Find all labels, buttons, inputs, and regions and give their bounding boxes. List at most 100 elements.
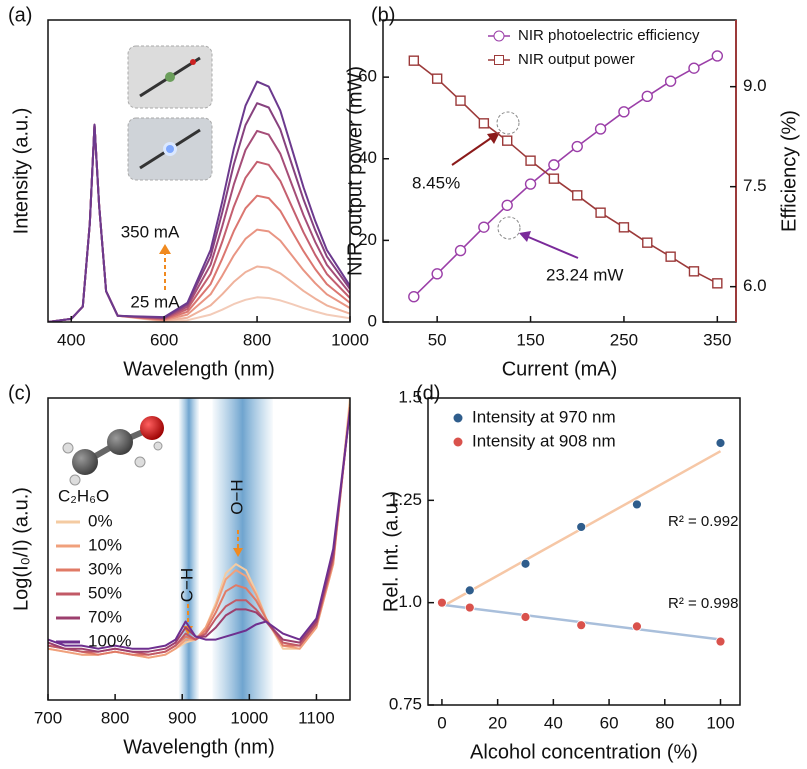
marker: [548, 159, 560, 171]
y-axis-label: NIR output power (mW): [344, 66, 366, 276]
x-tick-label: 350: [703, 330, 731, 349]
annotation: 25 mA: [130, 292, 180, 311]
point: [437, 597, 447, 608]
molecule: [62, 416, 243, 635]
point: [576, 522, 587, 532]
legend-label: 10%: [88, 535, 122, 554]
marker: [502, 135, 513, 146]
x-tick-label: 600: [150, 330, 178, 349]
y-tick-label: 1.25: [389, 490, 422, 509]
y2-tick-label: 9.0: [743, 76, 767, 95]
legend-marker: [494, 55, 504, 65]
x-tick-label: 1000: [331, 330, 369, 349]
point: [520, 558, 531, 569]
marker: [478, 221, 490, 233]
atom-h: [69, 474, 81, 486]
series-line: [48, 80, 350, 322]
x-tick-label: 1100: [298, 708, 335, 727]
marker: [642, 237, 653, 248]
highlight-band: [178, 398, 199, 700]
legend-label: 30%: [88, 559, 122, 578]
point: [715, 438, 726, 448]
legend-label: Intensity at 908 nm: [472, 431, 616, 450]
marker: [501, 199, 513, 211]
legend-label: Intensity at 970 nm: [472, 407, 616, 426]
led-lead: [190, 59, 196, 65]
x-tick-label: 150: [516, 330, 544, 349]
annotation: R² = 0.992: [668, 513, 738, 530]
plot-frame: [47, 19, 351, 323]
atom-h: [134, 456, 146, 468]
y-tick-label: 60: [358, 67, 377, 86]
marker: [431, 268, 443, 280]
highlight-circle: [496, 111, 520, 135]
annotation: R² = 0.998: [668, 595, 738, 612]
x-tick-label: 250: [610, 330, 638, 349]
y-tick-label: 40: [358, 148, 377, 167]
led-insets: [127, 45, 213, 290]
plot-frame: [427, 397, 741, 706]
marker: [618, 222, 630, 233]
marker: [548, 173, 560, 184]
point: [576, 620, 587, 631]
point: [520, 612, 531, 622]
point: [632, 499, 642, 510]
y-tick-label: 0.75: [389, 694, 422, 713]
x-tick-label: 1000: [230, 708, 268, 727]
panel-label: (d): [416, 382, 440, 404]
plot-area: [48, 80, 350, 322]
atom-o: [140, 416, 164, 440]
atom-c: [107, 429, 133, 455]
point: [464, 602, 475, 613]
marker: [665, 251, 676, 262]
marker: [712, 278, 723, 289]
background-layer: [178, 398, 273, 700]
legend-marker: [493, 30, 505, 42]
marker: [525, 155, 536, 166]
x-tick-label: 700: [34, 708, 62, 727]
plot-frame: [47, 397, 351, 701]
arrow: [451, 135, 495, 166]
x-axis-label: Wavelength (nm): [123, 358, 275, 380]
x-axis-label: Alcohol concentration (%): [470, 741, 698, 763]
legend-label: 0%: [88, 511, 113, 530]
marker: [664, 75, 677, 87]
y-axis-label: Rel. Int. (a.u.): [380, 491, 402, 612]
x-axis-label: Wavelength (nm): [123, 736, 275, 758]
point: [464, 585, 475, 596]
marker: [478, 118, 490, 129]
x-tick-label: 40: [544, 713, 563, 732]
annotation: 8.45%: [412, 173, 460, 192]
y2-axis-label: Efficiency (%): [778, 110, 800, 232]
atom-h: [153, 441, 163, 451]
series-line: [48, 409, 350, 650]
x-tick-label: 60: [600, 713, 619, 732]
x-tick-label: 0: [437, 713, 446, 732]
arrow: [525, 235, 579, 259]
legend-label: 50%: [88, 583, 122, 602]
atom-c: [72, 449, 98, 475]
series-line: [48, 409, 350, 653]
arrow-head: [519, 231, 531, 242]
panel-label: (b): [371, 4, 395, 26]
point: [715, 636, 726, 647]
x-tick-label: 400: [57, 330, 85, 349]
marker: [408, 55, 420, 66]
led-chip: [165, 72, 175, 82]
x-tick-label: 100: [706, 713, 734, 732]
marker: [408, 290, 420, 303]
legend-label: NIR output power: [518, 51, 635, 68]
y-tick-label: 20: [358, 230, 377, 249]
y-axis-label: Log(I₀/I) (a.u.): [10, 487, 32, 611]
panel-label: (c): [8, 382, 31, 404]
x-tick-label: 80: [655, 713, 674, 732]
plot-area: [48, 398, 350, 659]
molecule-label: C₂H₆O: [58, 486, 109, 505]
panel-label: (a): [8, 4, 32, 26]
x-tick-label: 50: [428, 330, 447, 349]
legend-marker: [453, 413, 463, 423]
marker: [431, 73, 443, 84]
marker: [595, 207, 606, 218]
legend-label: NIR photoelectric efficiency: [518, 27, 700, 44]
